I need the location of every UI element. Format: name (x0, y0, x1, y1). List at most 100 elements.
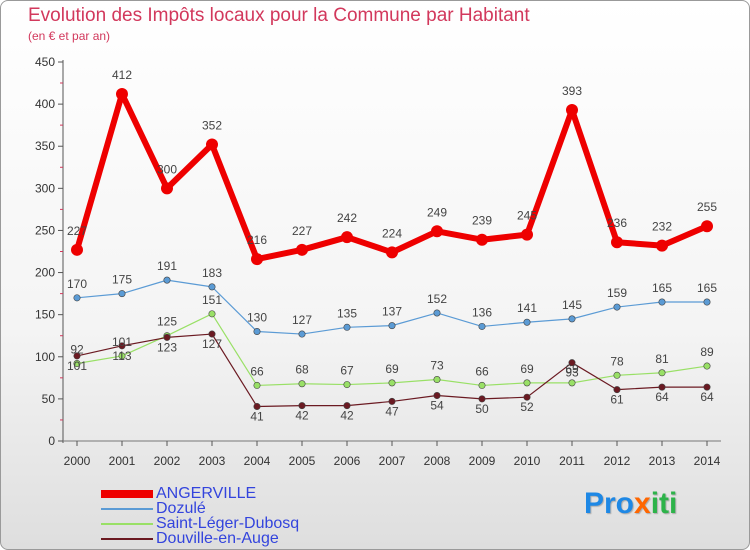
data-point (566, 104, 578, 117)
data-point (568, 379, 576, 387)
data-point (296, 243, 308, 256)
data-point (71, 243, 83, 256)
data-label: 141 (517, 301, 537, 315)
y-tick-label: 250 (35, 223, 55, 237)
legend-label: Douville-en-Auge (156, 530, 279, 547)
data-point (478, 381, 486, 389)
data-point (118, 290, 126, 298)
x-tick-label: 2002 (154, 454, 181, 468)
x-tick-label: 2000 (64, 454, 91, 468)
data-point (298, 402, 306, 410)
data-point (478, 395, 486, 403)
data-label: 227 (67, 224, 87, 238)
series-0 (71, 88, 713, 266)
data-label: 352 (202, 119, 222, 133)
x-tick-label: 2011 (559, 454, 585, 468)
data-point (523, 318, 531, 326)
y-tick-label: 50 (42, 392, 56, 406)
data-label: 300 (157, 162, 177, 176)
data-point (253, 328, 261, 336)
x-tick-label: 2001 (109, 454, 136, 468)
data-label: 67 (340, 364, 354, 378)
legend-label: Dozulé (156, 500, 206, 517)
data-point (163, 276, 171, 284)
data-point (568, 359, 576, 367)
logo-part: x (634, 487, 651, 520)
data-point (523, 393, 531, 401)
data-point (388, 322, 396, 330)
data-label: 137 (382, 305, 402, 319)
data-label: 64 (700, 390, 714, 404)
series-3 (73, 330, 711, 410)
data-label: 393 (562, 84, 582, 98)
data-label: 66 (250, 364, 264, 378)
data-point (208, 283, 216, 291)
data-point (161, 182, 173, 195)
data-label: 127 (292, 313, 312, 327)
data-point (613, 371, 621, 379)
data-point (386, 246, 398, 259)
x-tick-label: 2004 (244, 454, 271, 468)
y-tick-label: 300 (35, 181, 55, 195)
data-point (523, 379, 531, 387)
data-point (343, 381, 351, 389)
data-label: 165 (697, 281, 717, 295)
data-point (703, 298, 711, 306)
legend-item: ANGERVILLE (101, 486, 299, 502)
data-point (253, 381, 261, 389)
data-point (73, 360, 81, 368)
data-label: 42 (295, 409, 309, 423)
legend: ANGERVILLE Dozulé Saint-Léger-Dubosq Douvil… (101, 486, 299, 547)
data-point (343, 402, 351, 410)
logo-part: iti (650, 487, 678, 520)
data-point (611, 236, 623, 249)
x-tick-label: 2005 (289, 454, 316, 468)
data-point (703, 383, 711, 391)
data-point (118, 342, 126, 350)
data-point (658, 298, 666, 306)
data-point (658, 383, 666, 391)
data-label: 255 (697, 200, 717, 214)
data-point (251, 253, 263, 266)
data-label: 92 (70, 343, 84, 357)
x-tick-label: 2010 (514, 454, 541, 468)
data-point (703, 362, 711, 370)
proxiti-logo: Proxiti (584, 487, 677, 521)
data-label: 61 (610, 393, 624, 407)
data-label: 123 (157, 340, 177, 354)
y-tick-label: 400 (35, 97, 55, 111)
data-label: 125 (157, 315, 177, 329)
data-label: 136 (472, 305, 492, 319)
data-label: 152 (427, 292, 447, 306)
data-label: 151 (202, 293, 222, 307)
legend-swatch (101, 537, 153, 540)
data-label: 54 (430, 399, 444, 413)
x-tick-label: 2003 (199, 454, 226, 468)
data-label: 89 (700, 345, 714, 359)
chart-title: Evolution des Impôts locaux pour la Comm… (28, 5, 530, 26)
data-label: 69 (520, 362, 534, 376)
data-point (613, 386, 621, 394)
data-point (208, 330, 216, 338)
data-point (701, 220, 713, 233)
y-tick-label: 350 (35, 139, 55, 153)
data-label: 127 (202, 337, 222, 351)
data-point (73, 294, 81, 302)
data-point (118, 352, 126, 360)
legend-swatch (101, 507, 153, 510)
data-label: 101 (67, 359, 87, 373)
data-point (343, 323, 351, 331)
data-label: 81 (655, 352, 669, 366)
x-tick-label: 2006 (334, 454, 361, 468)
data-label: 101 (112, 335, 132, 349)
y-tick-label: 100 (35, 350, 55, 364)
data-label: 216 (247, 233, 267, 247)
data-label: 183 (202, 266, 222, 280)
data-label: 239 (472, 214, 492, 228)
data-label: 175 (112, 273, 132, 287)
series-lines (71, 88, 713, 410)
x-tick-label: 2014 (694, 454, 721, 468)
data-label: 69 (385, 362, 399, 376)
